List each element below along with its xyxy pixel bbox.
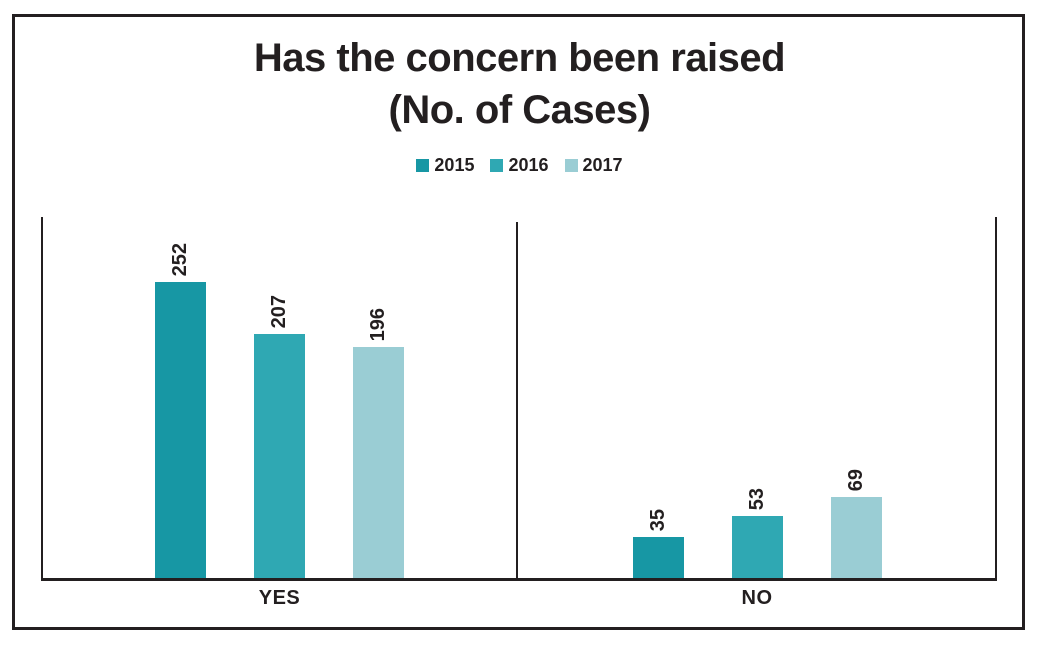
chart-title-line1: Has the concern been raised [253,36,786,80]
bar-2016-yes [254,334,305,578]
bar-cell-2016-yes: 207 [254,295,305,578]
legend-item-2016: 2016 [490,155,549,176]
bar-2017-yes [353,347,404,578]
legend: 2015 2016 2017 [0,155,1039,176]
legend-swatch-2016 [490,159,504,172]
legend-label-2015: 2015 [434,155,475,175]
bar-value-label: 196 [367,307,389,341]
bar-value-label: 69 [844,468,867,491]
bar-cell-2015-no: 35 [632,508,684,578]
bar-cell-2017-no: 69 [830,468,882,578]
legend-label-2016: 2016 [508,155,549,175]
legend-item-2015: 2015 [416,155,474,176]
bar-cell-2016-no: 53 [731,487,783,578]
bar-group-yes: 252 207 196 [42,218,517,578]
legend-swatch-2017 [564,159,578,172]
bar-2016-no [731,516,783,578]
legend-label-2017: 2017 [582,155,623,175]
bar-group-no: 35 53 69 [518,218,996,578]
bar-2015-no [632,537,684,578]
bar-cell-2015-yes: 252 [155,243,206,578]
chart-title-line2: (No. of Cases) [388,88,651,132]
x-axis-line [41,578,997,581]
chart-title: Has the concern been raised (No. of Case… [0,32,1039,136]
bar-value-label: 53 [745,487,768,510]
bar-value-label: 252 [169,242,191,276]
legend-item-2017: 2017 [564,155,623,176]
category-label-yes: YES [258,587,301,609]
bar-value-label: 207 [268,294,290,328]
chart-border-frame [12,14,1025,630]
plot-left-boundary-line [41,217,43,581]
category-divider-line [516,222,518,581]
category-label-no: NO [741,587,773,609]
bar-cell-2017-yes: 196 [353,308,404,578]
bar-2015-yes [155,282,206,578]
bar-2017-no [830,497,882,578]
legend-swatch-2015 [416,159,430,172]
bar-value-label: 35 [646,508,669,531]
plot-right-boundary-line [995,217,997,581]
